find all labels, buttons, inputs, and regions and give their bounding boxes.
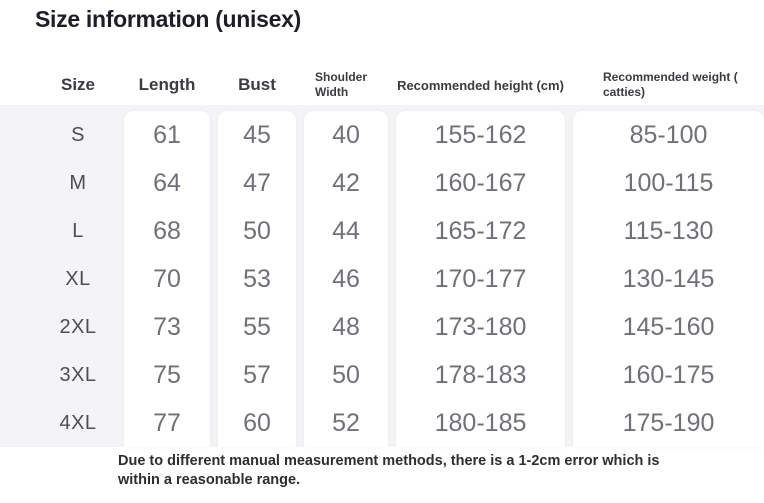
column-size: S M L XL 2XL 3XL 4XL [36,111,120,447]
column-header-size: Size [60,75,96,94]
row-label: 2XL [59,315,97,338]
column-header-recommended-weight-label: Recommended weight ( catties) [603,70,738,99]
column-header-recommended-height: Recommended height (cm) [397,77,564,93]
row-label: L [72,219,84,242]
table-header-row: Size Length Bust Shoulder Width Recommen… [0,64,764,106]
row-label: S [71,123,85,146]
table-cell: 45 [243,120,271,149]
table-cell: 50 [243,216,271,245]
table-cell: 57 [243,360,271,389]
table-cell: 50 [332,360,360,389]
table-cell: 160-167 [434,168,527,197]
table-cell: 53 [243,264,271,293]
column-header-shoulder-width-label: Shoulder Width [315,70,368,99]
table-cell: 77 [153,408,181,437]
table-cell: 170-177 [434,264,527,293]
row-label: XL [65,267,91,290]
column-header-length: Length [138,75,196,94]
page-title: Size information (unisex) [35,6,301,32]
table-cell: 46 [332,264,360,293]
table-cell: 40 [332,120,360,149]
table-cell: 85-100 [629,120,708,149]
table-cell: 68 [153,216,181,245]
row-label: 3XL [59,363,97,386]
table-cell: 61 [153,120,181,149]
table-cell: 70 [153,264,181,293]
table-cell: 47 [243,168,271,197]
column-recommended-weight: 85-100 100-115 115-130 130-145 145-160 1… [573,111,764,447]
table-cell: 180-185 [434,408,527,437]
column-header-bust: Bust [238,75,276,94]
column-shoulder-width: 40 42 44 46 48 50 52 [304,111,388,447]
column-header-recommended-weight: Recommended weight ( catties) [573,64,764,106]
table-cell: 160-175 [622,360,715,389]
column-length: 61 64 68 70 73 75 77 [124,111,210,447]
table-cell: 178-183 [434,360,527,389]
row-label: 4XL [59,411,97,434]
table-cell: 52 [332,408,360,437]
table-cell: 115-130 [623,216,714,245]
table-cell: 173-180 [434,312,527,341]
table-cell: 73 [153,312,181,341]
column-recommended-height: 155-162 160-167 165-172 170-177 173-180 … [396,111,565,447]
table-cell: 75 [153,360,181,389]
table-cell: 48 [332,312,360,341]
column-bust: 45 47 50 53 55 57 60 [218,111,296,447]
table-cell: 130-145 [622,264,715,293]
table-cell: 60 [243,408,271,437]
row-label: M [69,171,87,194]
table-cell: 175-190 [622,408,715,437]
table-body: S M L XL 2XL 3XL 4XL 61 64 68 70 73 75 7… [0,105,764,447]
table-cell: 42 [332,168,360,197]
table-cell: 55 [243,312,271,341]
column-header-shoulder-width: Shoulder Width [304,64,388,106]
table-cell: 100-115 [623,168,714,197]
table-cell: 155-162 [434,120,527,149]
measurement-disclaimer: Due to different manual measurement meth… [118,453,660,488]
table-cell: 145-160 [622,312,715,341]
table-cell: 165-172 [434,216,527,245]
table-cell: 44 [332,216,360,245]
table-cell: 64 [153,168,181,197]
